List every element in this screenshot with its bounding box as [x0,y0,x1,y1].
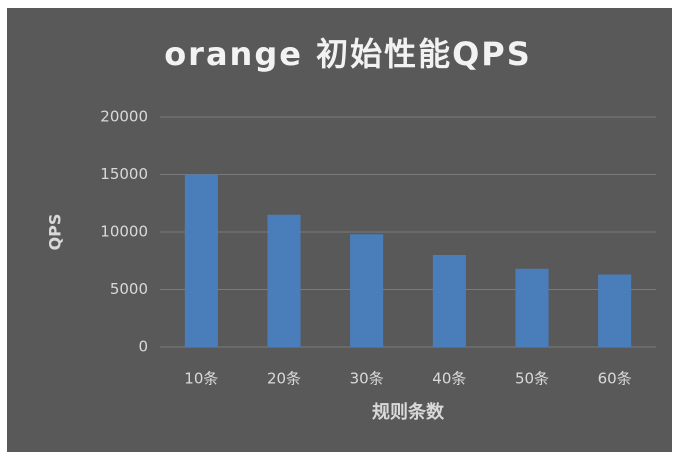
chart-background [7,8,672,452]
y-axis-label: QPS [46,214,65,251]
x-tick-label: 30条 [350,370,384,388]
y-tick-label: 5000 [110,280,148,298]
x-tick-label: 40条 [432,370,466,388]
bar [515,268,549,347]
bar [598,274,632,347]
y-tick-label: 10000 [100,223,148,241]
chart-title: orange 初始性能QPS [164,35,532,73]
x-tick-label: 50条 [515,370,549,388]
y-tick-label: 15000 [100,165,148,183]
bar [350,234,384,347]
x-tick-label: 60条 [598,370,632,388]
x-axis-label: 规则条数 [372,401,445,423]
bar [184,174,218,347]
y-tick-label: 0 [138,338,148,356]
bar [267,214,301,347]
x-tick-label: 10条 [184,370,218,388]
bar [432,255,466,347]
x-tick-label: 20条 [267,370,301,388]
y-tick-label: 20000 [100,108,148,126]
